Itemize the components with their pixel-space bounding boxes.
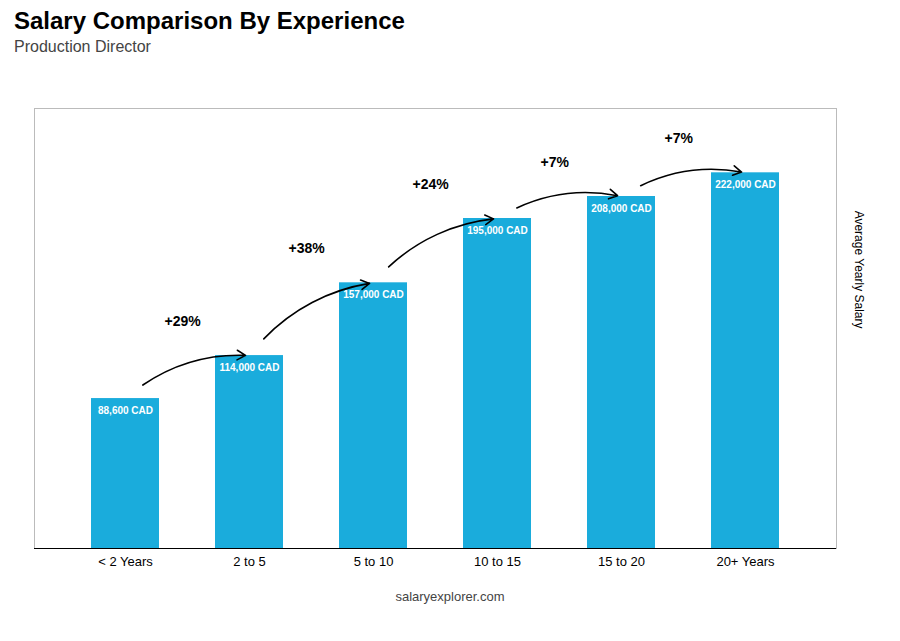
svg-text:< 2 Years: < 2 Years [98, 554, 153, 569]
svg-text:+7%: +7% [664, 130, 693, 146]
svg-text:10 to 15: 10 to 15 [474, 554, 521, 569]
svg-text:157,000 CAD: 157,000 CAD [343, 289, 404, 300]
svg-text:2 to 5: 2 to 5 [233, 554, 266, 569]
svg-text:195,000 CAD: 195,000 CAD [467, 225, 528, 236]
html-text:Production Director: Production Director [14, 38, 151, 55]
svg-text:114,000 CAD: 114,000 CAD [219, 362, 279, 373]
html-text:salaryexplorer.com: salaryexplorer.com [395, 589, 505, 604]
html-text:Salary Comparison By Experienc: Salary Comparison By Experience [14, 7, 405, 34]
svg-text:15 to 20: 15 to 20 [598, 554, 645, 569]
svg-text:+29%: +29% [165, 313, 202, 329]
svg-text:208,000 CAD: 208,000 CAD [591, 203, 652, 214]
svg-text:88,600 CAD: 88,600 CAD [98, 405, 153, 416]
svg-text:+7%: +7% [540, 154, 569, 170]
svg-text:+38%: +38% [289, 240, 326, 256]
svg-text:Average Yearly Salary: Average Yearly Salary [852, 211, 866, 329]
svg-text:+24%: +24% [413, 176, 450, 192]
svg-text:222,000 CAD: 222,000 CAD [715, 179, 776, 190]
svg-text:20+ Years: 20+ Years [716, 554, 775, 569]
svg-text:5 to 10: 5 to 10 [354, 554, 394, 569]
